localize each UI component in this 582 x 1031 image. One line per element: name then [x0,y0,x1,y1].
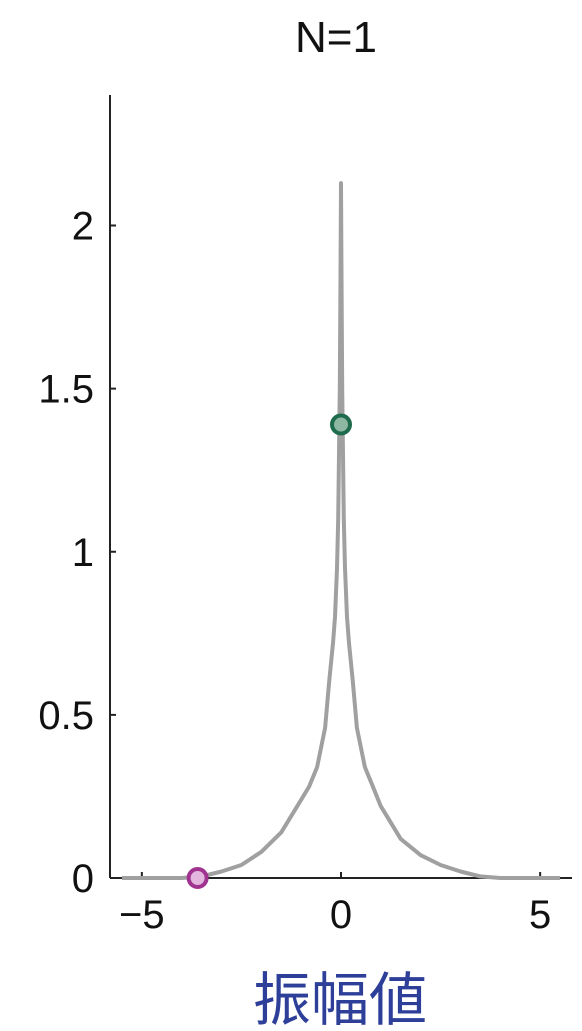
series-layer [121,181,561,880]
chart-title: N=1 [295,13,377,62]
axes: 0 0.5 1 1.5 2 −5 0 5 [38,95,572,937]
series-line [121,181,561,880]
x-tick-label: −5 [119,893,165,937]
x-axis-label: 振幅値 [253,966,427,1031]
y-tick-label: 1.5 [38,368,94,412]
data-marker [330,413,352,436]
y-tick-label: 0.5 [38,694,94,738]
data-marker [186,867,209,889]
marker-layer [186,413,352,889]
x-tick-label: 5 [529,893,551,937]
y-tick-label: 1 [72,531,94,575]
x-tick-label: 0 [330,893,352,937]
y-tick-label: 0 [72,857,94,901]
y-tick-label: 2 [72,205,94,249]
